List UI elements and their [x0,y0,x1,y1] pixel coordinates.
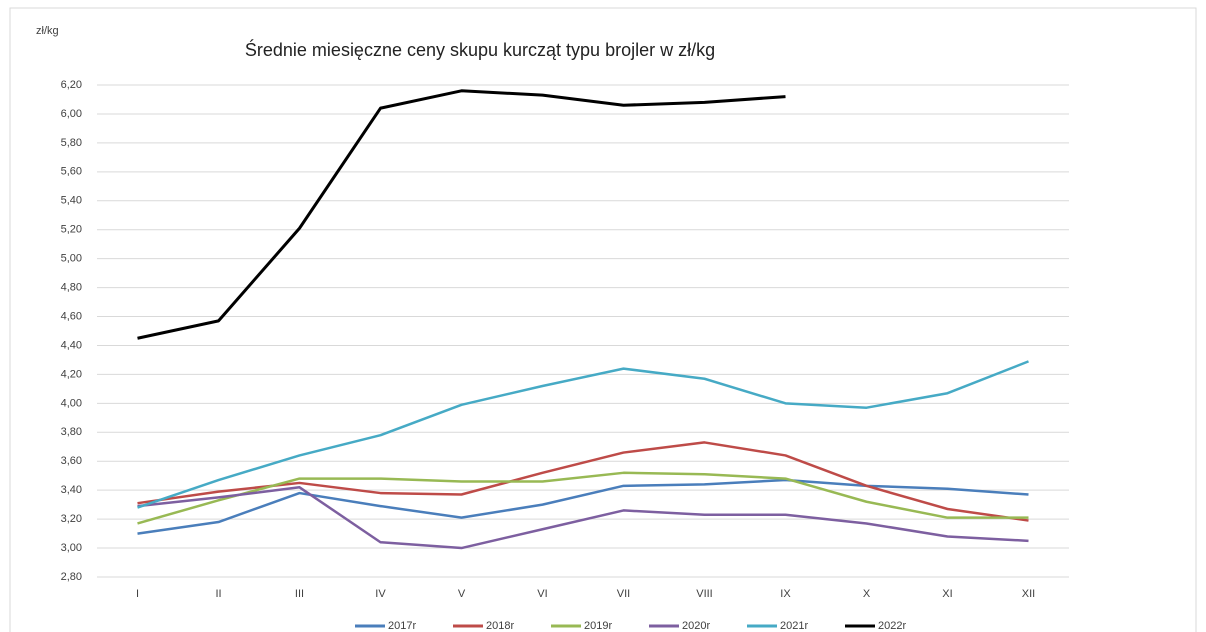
x-tick-label: X [863,588,871,600]
series-line [137,478,1029,535]
y-tick-label: 4,00 [61,397,82,409]
chart-title: Średnie miesięczne ceny skupu kurcząt ty… [245,39,715,60]
y-tick-label: 3,40 [61,484,82,496]
series-line [137,441,1029,522]
x-tick-label: II [215,588,221,600]
chart-border [9,7,1197,632]
legend-label: 2019r [584,620,612,632]
series-line [137,360,1029,509]
x-tick-label: XII [1022,588,1035,600]
y-tick-label: 4,60 [61,310,82,322]
x-tick-label: V [458,588,466,600]
x-tick-label: XI [942,588,952,600]
y-tick-label: 5,00 [61,253,82,265]
legend-label: 2022r [878,620,906,632]
y-tick-label: 4,40 [61,339,82,351]
series-line [137,471,1029,525]
y-tick-label: 4,20 [61,368,82,380]
legend-label: 2020r [682,620,710,632]
y-tick-label: 5,20 [61,224,82,236]
y-tick-label: 3,20 [61,513,82,525]
y-tick-label: 3,80 [61,426,82,438]
y-tick-label: 3,00 [61,542,82,554]
y-tick-label: 6,20 [61,79,82,91]
y-tick-label: 3,60 [61,455,82,467]
x-tick-label: IV [375,588,386,600]
x-tick-label: IX [780,588,791,600]
series-line [137,89,786,340]
y-tick-label: 5,40 [61,195,82,207]
x-tick-label: I [136,588,139,600]
legend-label: 2021r [780,620,808,632]
series-line [137,486,1029,550]
legend-label: 2017r [388,620,416,632]
x-tick-label: VII [617,588,630,600]
y-tick-label: 5,80 [61,137,82,149]
x-tick-label: VIII [696,588,713,600]
x-tick-label: VI [537,588,547,600]
legend-label: 2018r [486,620,514,632]
x-tick-label: III [295,588,304,600]
y-tick-label: 6,00 [61,108,82,120]
y-axis-label: zł/kg [36,25,59,37]
y-tick-label: 5,60 [61,166,82,178]
y-tick-label: 2,80 [61,571,82,583]
y-tick-label: 4,80 [61,281,82,293]
